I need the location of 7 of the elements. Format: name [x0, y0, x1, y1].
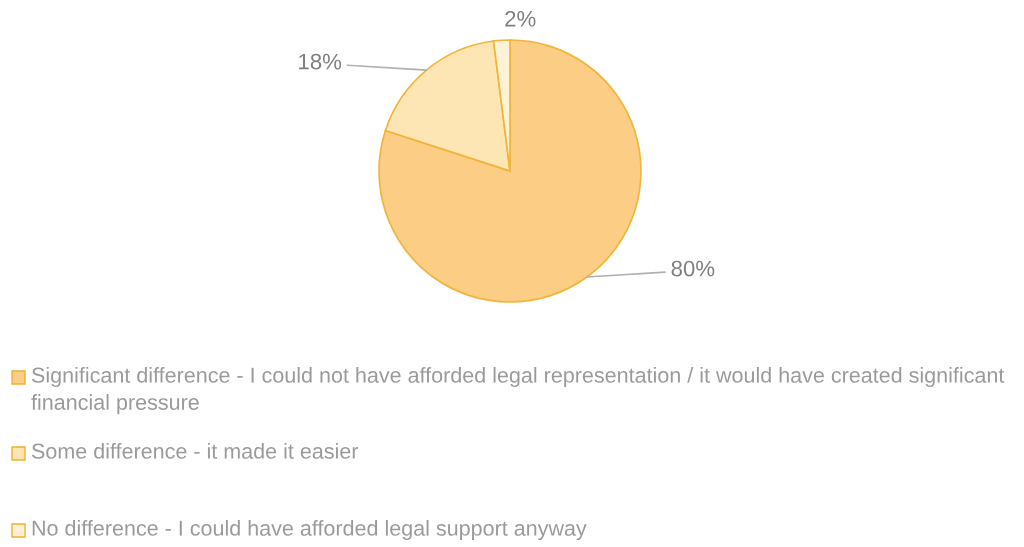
pie-slice — [378, 39, 642, 303]
legend-label: Some difference - it made it easier — [31, 443, 359, 459]
data-label: 2% — [505, 10, 536, 27]
legend-label: No difference - I could have afforded legal support anyway — [32, 520, 587, 541]
data-label: 80% — [671, 260, 715, 277]
legend-label: Significant difference - I could not have afforded legal representation / it would have created significant financial pressure — [31, 367, 1005, 415]
data-label: 18% — [299, 53, 342, 70]
